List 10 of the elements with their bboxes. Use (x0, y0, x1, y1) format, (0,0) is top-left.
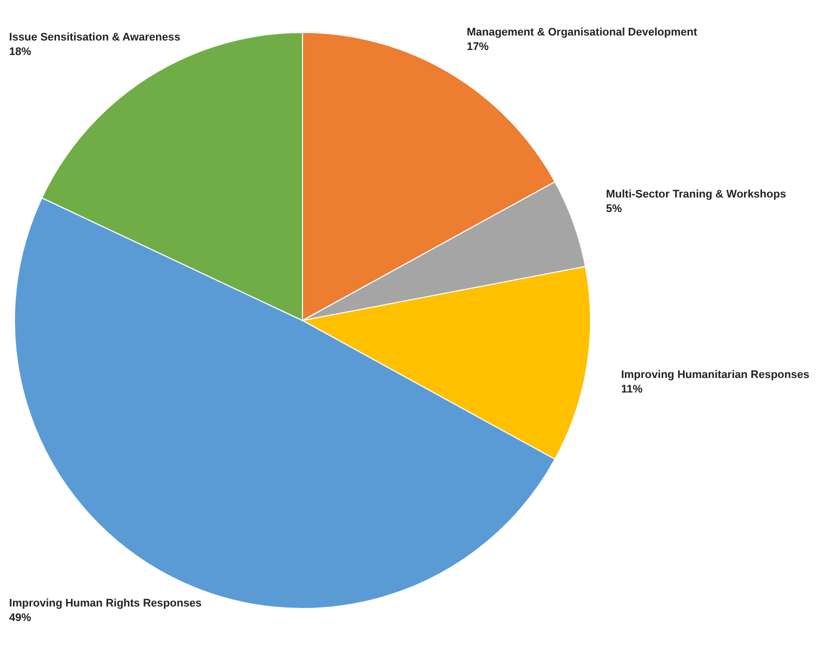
slice-label: Multi-Sector Traning & Workshops (606, 188, 786, 201)
slice-label: Improving Human Rights Responses (9, 598, 202, 610)
data-label: 18% (9, 46, 32, 58)
data-label: 5% (606, 203, 622, 216)
slice-label: Management & Organisational Development (466, 26, 698, 38)
slice-label: Improving Humanitarian Responses (621, 369, 810, 382)
data-label: 11% (621, 384, 643, 396)
data-label: 17% (466, 40, 489, 53)
data-label: 49% (9, 612, 32, 624)
slice-label: Issue Sensitisation & Awareness (9, 31, 180, 44)
